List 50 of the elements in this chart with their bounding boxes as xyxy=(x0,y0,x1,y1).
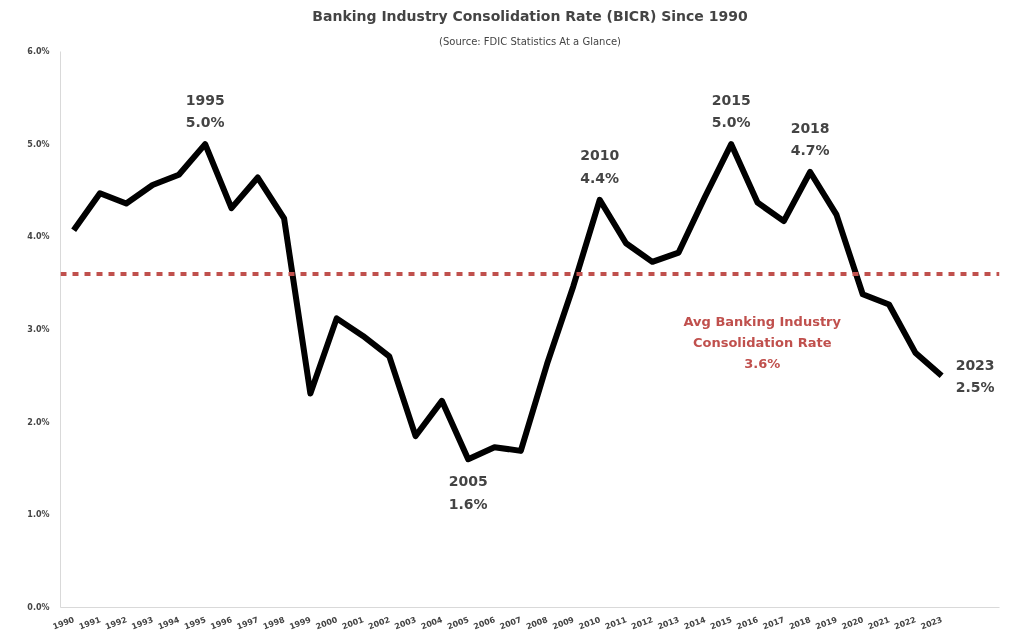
x-tick-label: 2012 xyxy=(630,615,655,632)
x-tick-label: 2004 xyxy=(419,615,445,632)
y-tick-label: 0.0% xyxy=(27,603,50,612)
y-tick-label: 4.0% xyxy=(27,232,50,242)
x-tick-label: 2021 xyxy=(866,615,892,632)
x-tick-label: 2000 xyxy=(314,615,339,632)
x-tick-label: 1999 xyxy=(288,615,313,632)
chart-subtitle: (Source: FDIC Statistics At a Glance) xyxy=(439,35,622,47)
x-tick-label: 2009 xyxy=(551,615,576,632)
x-tick-label: 2010 xyxy=(577,615,602,632)
x-tick-label: 1998 xyxy=(261,615,287,632)
x-tick-label: 1996 xyxy=(209,615,234,632)
x-tick-label: 2014 xyxy=(682,615,708,632)
y-tick-label: 1.0% xyxy=(27,510,50,520)
x-tick-label: 2005 xyxy=(446,615,471,632)
x-tick-label: 2017 xyxy=(761,615,786,632)
x-tick-label: 1992 xyxy=(104,615,129,632)
annotation: 2018 4.7% xyxy=(790,119,830,158)
x-tick-label: 1991 xyxy=(77,615,103,632)
x-tick-label: 2018 xyxy=(788,615,813,632)
y-tick-label: 6.0% xyxy=(27,47,50,56)
x-tick-label: 1994 xyxy=(156,615,182,632)
x-tick-label: 2022 xyxy=(893,615,918,632)
x-tick-label: 1990 xyxy=(51,615,76,632)
y-tick-label: 2.0% xyxy=(27,417,50,427)
y-tick-label: 5.0% xyxy=(27,139,50,149)
x-tick-label: 2020 xyxy=(840,615,866,632)
x-tick-label: 2006 xyxy=(472,615,497,632)
annotation: 2023 2.5% xyxy=(955,356,995,396)
x-tick-label: 2011 xyxy=(603,615,629,632)
x-tick-label: 2016 xyxy=(735,615,760,632)
x-tick-label: 2015 xyxy=(709,615,734,632)
x-tick-label: 2002 xyxy=(367,615,392,632)
x-tick-label: 1995 xyxy=(183,615,208,632)
x-tick-label: 2007 xyxy=(498,615,523,632)
chart-title: Banking Industry Consolidation Rate (BICR) Since 1990 xyxy=(312,7,748,24)
x-tick-label: 2013 xyxy=(656,615,681,632)
annotation: 2015 5.0% xyxy=(711,91,751,131)
x-tick-label: 2008 xyxy=(524,615,550,632)
annotation: 2010 4.4% xyxy=(580,147,620,186)
x-tick-label: 2001 xyxy=(340,615,366,632)
x-tick-label: 2019 xyxy=(814,615,839,632)
x-tick-label: 2003 xyxy=(393,615,418,632)
annotation: 1995 5.0% xyxy=(185,91,225,131)
annotation: 2005 1.6% xyxy=(448,473,488,512)
x-tick-label: 1997 xyxy=(235,615,260,632)
x-tick-label: 1993 xyxy=(130,615,155,632)
x-tick-label: 2023 xyxy=(919,615,944,632)
y-tick-label: 3.0% xyxy=(27,325,50,334)
ref-line-label: Avg Banking Industry Consolidation Rate 3.6% xyxy=(683,313,842,371)
